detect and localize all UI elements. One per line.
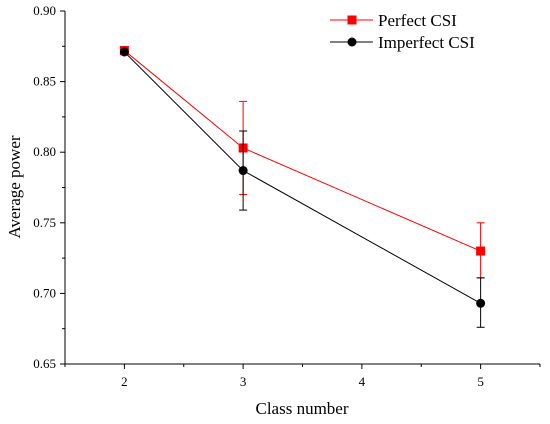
y-axis-title: Average power [5, 135, 24, 238]
y-tick-label: 0.75 [33, 215, 56, 230]
x-axis-title: Class number [255, 399, 348, 418]
legend: Perfect CSI Imperfect CSI [330, 11, 475, 52]
y-tick-label: 0.85 [33, 74, 56, 89]
data-point [238, 166, 248, 176]
legend-label: Imperfect CSI [378, 33, 475, 52]
legend-marker [347, 15, 357, 25]
series-line [124, 51, 481, 304]
y-tick-label: 0.65 [33, 356, 56, 371]
data-point [476, 246, 486, 256]
series-layer [119, 46, 486, 328]
data-point [119, 47, 129, 57]
legend-marker [347, 37, 357, 47]
legend-label: Perfect CSI [378, 11, 457, 30]
series-line [124, 50, 481, 252]
x-tick-label: 3 [240, 374, 247, 389]
x-axis: 2 3 4 5 [64, 364, 541, 389]
y-tick-label: 0.80 [33, 144, 56, 159]
legend-item: Imperfect CSI [330, 33, 475, 52]
x-tick-label: 2 [121, 374, 128, 389]
y-axis: 0.65 0.70 0.75 0.80 0.85 0.90 [33, 3, 65, 371]
legend-item: Perfect CSI [330, 11, 457, 30]
y-tick-label: 0.90 [33, 3, 56, 18]
y-tick-label: 0.70 [33, 285, 56, 300]
series-0 [119, 46, 486, 279]
data-point [476, 298, 486, 308]
series-1 [119, 47, 486, 328]
x-tick-label: 4 [359, 374, 366, 389]
x-tick-label: 5 [477, 374, 484, 389]
